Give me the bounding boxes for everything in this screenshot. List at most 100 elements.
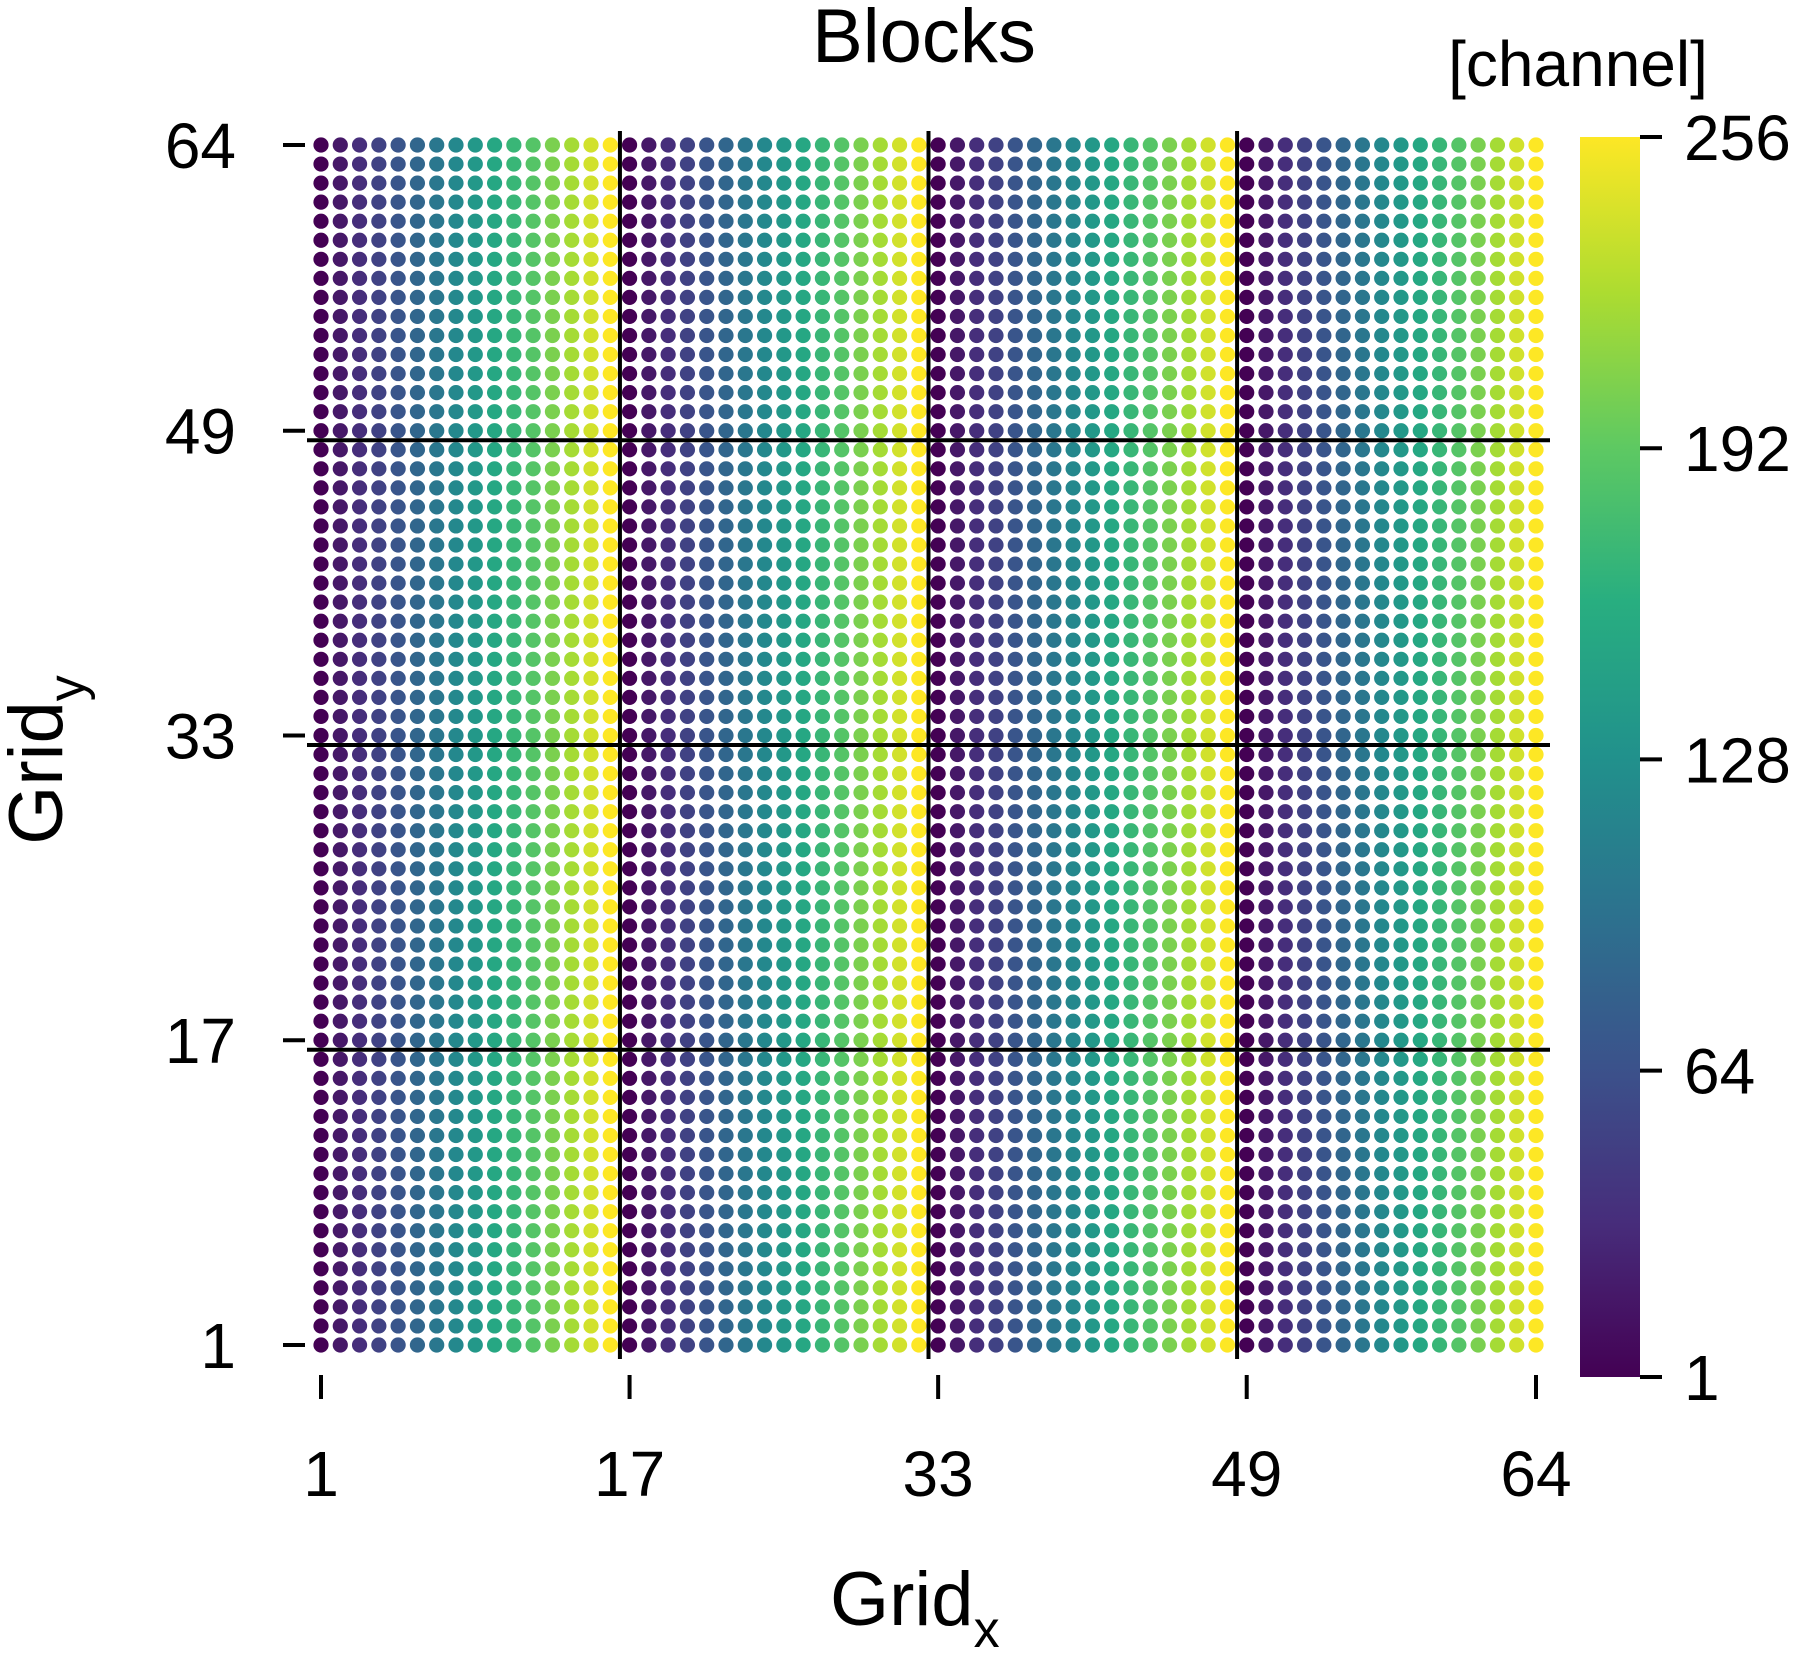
scatter-point [564,137,580,153]
scatter-point [1528,708,1544,725]
scatter-point [429,823,445,839]
scatter-point [429,175,445,191]
scatter-point [756,537,773,553]
scatter-point [486,365,503,382]
scatter-point [583,518,599,534]
scatter-point [448,1261,464,1277]
scatter-point [1181,1165,1197,1182]
scatter-point [795,232,811,248]
scatter-point [1219,670,1236,686]
scatter-point [930,365,946,382]
scatter-point [891,346,908,363]
scatter-point [660,385,676,401]
scatter-point [795,632,811,648]
scatter-point [371,804,387,820]
scatter-point [718,175,734,191]
scatter-point [699,156,715,172]
scatter-point [699,1051,715,1067]
scatter-point [351,785,368,801]
scatter-point [1084,194,1101,210]
scatter-point [737,156,753,172]
scatter-point [448,1032,464,1048]
scatter-point [621,213,638,229]
scatter-point [1316,651,1332,667]
scatter-point [737,575,753,591]
scatter-point [583,1070,599,1086]
scatter-point [1431,670,1448,686]
scatter-point [313,1318,329,1334]
scatter-point [1239,975,1255,991]
scatter-point [756,708,773,725]
scatter-point [486,556,503,572]
scatter-point [1104,823,1120,839]
scatter-point [641,1318,657,1334]
scatter-point [756,308,773,325]
scatter-point [390,423,406,439]
scatter-point [486,1070,503,1086]
scatter-point [641,1089,657,1105]
scatter-point [1239,613,1255,629]
scatter-point [737,365,753,382]
scatter-point [872,1318,888,1334]
scatter-point [1335,480,1351,496]
scatter-point [872,480,888,496]
scatter-point [834,842,850,858]
scatter-point [737,823,753,839]
scatter-point [969,765,985,782]
scatter-point [525,1204,541,1220]
scatter-point [1046,385,1062,401]
scatter-point [409,1165,426,1182]
scatter-point [853,880,869,896]
scatter-point [1007,1032,1023,1048]
scatter-point [930,975,946,991]
scatter-point [1104,1127,1120,1144]
scatter-point [795,423,811,439]
scatter-point [486,1185,503,1201]
scatter-point [564,937,580,953]
scatter-point [1451,708,1467,725]
scatter-point [332,994,348,1010]
scatter-point [583,194,599,210]
scatter-point [602,746,618,763]
scatter-point [1123,1089,1139,1105]
scatter-point [1104,994,1120,1010]
scatter-point [1258,842,1274,858]
scatter-point [1123,937,1139,953]
scatter-point [564,1108,580,1125]
scatter-point [1219,251,1236,267]
scatter-point [621,404,638,420]
scatter-point [525,1108,541,1125]
scatter-point [313,689,329,705]
scatter-point [949,823,966,839]
scatter-point [911,537,927,553]
scatter-point [969,1146,985,1163]
scatter-point [486,1089,503,1105]
scatter-point [351,537,368,553]
scatter-point [1046,689,1062,705]
scatter-point [1065,1318,1081,1334]
scatter-point [776,1337,792,1353]
scatter-point [1277,1165,1293,1182]
scatter-point [1470,785,1486,801]
scatter-point [891,1070,908,1086]
scatter-point [390,1318,406,1334]
scatter-point [371,689,387,705]
scatter-point [583,613,599,629]
scatter-point [409,1318,426,1334]
scatter-point [1161,689,1178,705]
scatter-point [1026,1013,1043,1029]
scatter-point [1200,785,1216,801]
scatter-point [834,156,850,172]
scatter-point [1065,1280,1081,1296]
scatter-point [1528,308,1544,325]
scatter-point [1509,708,1525,725]
scatter-point [1316,708,1332,725]
scatter-point [891,175,908,191]
scatter-point [1026,575,1043,591]
scatter-point [1393,823,1409,839]
scatter-point [1412,194,1428,210]
scatter-point [930,994,946,1010]
scatter-point [1354,1261,1371,1277]
scatter-point [969,232,985,248]
scatter-point [1084,937,1101,953]
